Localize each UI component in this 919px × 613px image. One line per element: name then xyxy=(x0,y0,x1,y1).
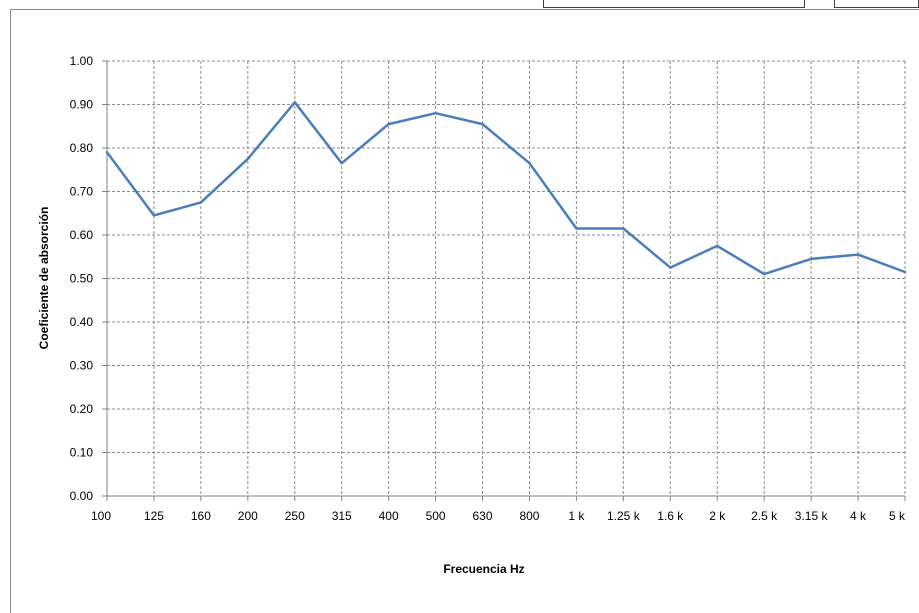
data-point xyxy=(622,227,625,230)
axes xyxy=(102,60,906,501)
y-tick-label: 0.40 xyxy=(70,315,94,329)
x-tick-label: 630 xyxy=(473,509,493,523)
y-tick-label: 0.60 xyxy=(70,228,94,242)
data-point xyxy=(809,257,813,261)
series-line xyxy=(105,101,907,276)
y-tick-label: 0.10 xyxy=(70,446,94,460)
data-point xyxy=(903,270,907,274)
x-tick-label: 1 k xyxy=(568,509,585,523)
data-point xyxy=(481,122,484,126)
data-point xyxy=(105,151,109,154)
x-tick-label: 125 xyxy=(144,509,164,523)
y-tick-label: 0.00 xyxy=(70,489,94,503)
data-point xyxy=(528,162,531,165)
data-point xyxy=(669,266,672,269)
x-tick-label: 4 k xyxy=(850,509,867,523)
grid-lines xyxy=(107,60,906,496)
y-tick-label: 0.50 xyxy=(70,272,94,286)
x-tick-label: 5 k xyxy=(889,509,906,523)
x-tick-label: 800 xyxy=(519,509,539,523)
x-tick-label: 2.5 k xyxy=(751,509,778,523)
x-tick-label: 315 xyxy=(332,509,352,523)
data-point xyxy=(246,157,250,161)
y-tick-label: 0.80 xyxy=(70,141,94,155)
data-point xyxy=(575,227,578,230)
x-tick-label: 1.25 k xyxy=(607,509,641,523)
x-axis-title: Frecuencia Hz xyxy=(443,562,524,576)
data-point xyxy=(716,244,719,248)
chart-area-border xyxy=(10,9,919,613)
y-tick-label: 0.30 xyxy=(70,359,94,373)
data-point xyxy=(199,201,203,204)
y-tick-label: 0.20 xyxy=(70,402,94,416)
x-tick-label: 3.15 k xyxy=(795,509,829,523)
data-point xyxy=(434,112,437,115)
x-tick-label: 160 xyxy=(191,509,211,523)
data-point xyxy=(856,253,860,256)
x-tick-label: 2 k xyxy=(709,509,726,523)
x-tick-label: 250 xyxy=(285,509,305,523)
y-tick-label: 1.00 xyxy=(70,54,94,68)
data-point xyxy=(340,162,343,165)
data-point xyxy=(387,122,390,126)
data-point xyxy=(762,272,766,276)
data-point xyxy=(293,101,296,104)
y-tick-label: 0.70 xyxy=(70,185,94,199)
x-tick-label: 100 xyxy=(91,509,111,523)
x-tick-label: 200 xyxy=(238,509,258,523)
y-axis-title: Coeficiente de absorción xyxy=(37,207,51,350)
y-tick-labels: 0.00 0.10 0.20 0.30 0.40 0.50 0.60 0.70 0.80 0.90… xyxy=(70,54,94,503)
y-tick-label: 0.90 xyxy=(70,98,94,112)
top-frame-box-left xyxy=(543,0,805,8)
data-point xyxy=(152,214,156,217)
x-tick-label: 1.6 k xyxy=(657,509,684,523)
series-lines xyxy=(105,101,907,276)
x-tick-label: 500 xyxy=(426,509,446,523)
x-tick-labels: 100 125 160 200 250 315 400 500 630 800 1 k 1.25 k 1… xyxy=(91,509,906,523)
x-tick-label: 400 xyxy=(379,509,399,523)
